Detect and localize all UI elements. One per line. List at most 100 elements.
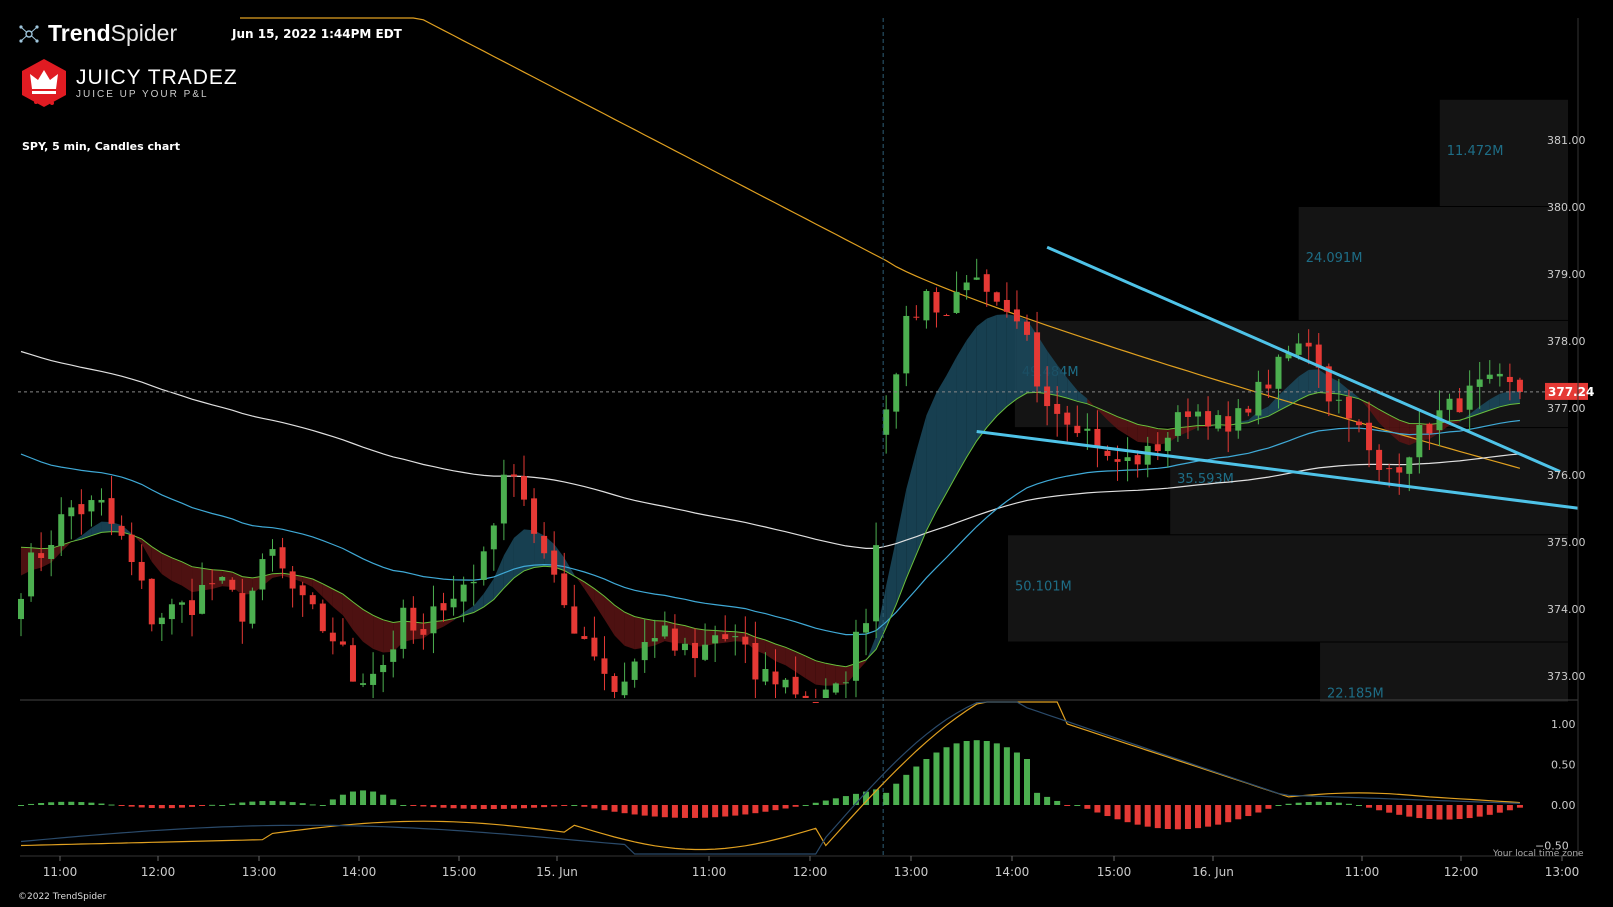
x-tick-label: 13:00 <box>1545 865 1580 879</box>
ma-cloud-segment <box>775 644 786 666</box>
oscillator-bar <box>561 805 568 806</box>
ma-cloud-segment <box>443 618 454 627</box>
oscillator-bar <box>460 805 467 809</box>
oscillator-bar <box>1335 802 1342 805</box>
ma-cloud-segment <box>986 314 997 428</box>
candle-body <box>1245 408 1252 413</box>
brand-name: TrendSpider <box>48 20 177 47</box>
oscillator-bar <box>641 805 648 816</box>
oscillator-bar <box>943 747 950 805</box>
ma-cloud-segment <box>1389 414 1400 442</box>
oscillator-bar <box>1406 805 1413 817</box>
x-tick-label: 13:00 <box>894 865 929 879</box>
candle-body <box>390 649 397 662</box>
candle-body <box>712 635 719 644</box>
oscillator-bar <box>1184 805 1191 830</box>
oscillator-bar <box>581 805 588 807</box>
candle-body <box>541 535 548 554</box>
oscillator-macd-line <box>20 701 1520 855</box>
candle-body <box>822 689 829 698</box>
oscillator-bar <box>510 805 517 809</box>
oscillator-bar <box>430 805 437 808</box>
candle-body <box>1476 379 1483 387</box>
oscillator-bar <box>822 800 829 805</box>
oscillator-bar <box>651 805 658 817</box>
ma-blue-line <box>20 419 1520 636</box>
candle-body <box>1376 449 1383 470</box>
oscillator-bar <box>48 802 55 805</box>
oscillator-signal-line <box>20 701 1520 851</box>
candle-body <box>812 701 819 703</box>
candle-body <box>621 681 628 696</box>
candle-body <box>983 274 990 292</box>
candle-body <box>168 604 175 620</box>
candle-body <box>963 282 970 291</box>
ma-cloud-segment <box>503 537 514 589</box>
ma-cloud-segment <box>272 573 283 578</box>
x-tick-label: 13:00 <box>242 865 277 879</box>
candle-body <box>339 641 346 645</box>
oscillator-bar <box>863 791 870 805</box>
candle-body <box>591 637 598 657</box>
candle-body <box>460 584 467 602</box>
candle-body <box>832 683 839 693</box>
oscillator-bar <box>58 801 65 805</box>
oscillator-bar <box>1124 805 1131 823</box>
oscillator-bar <box>1496 805 1503 813</box>
oscillator-bar <box>1154 805 1161 829</box>
candle-body <box>1134 455 1141 465</box>
candle-body <box>1496 373 1503 377</box>
candle-body <box>1265 384 1272 389</box>
oscillator-bar <box>1235 805 1242 820</box>
oscillator-bar <box>1376 805 1383 811</box>
ma-cloud-segment <box>1057 364 1068 399</box>
oscillator-bar <box>1205 805 1212 827</box>
oscillator-bar <box>1134 805 1141 825</box>
ma-cloud-segment <box>232 572 243 595</box>
candle-body <box>360 683 367 685</box>
candle-body <box>732 636 739 638</box>
candle-body <box>1144 445 1151 465</box>
ma-cloud-segment <box>1137 424 1148 443</box>
candle-body <box>1366 422 1373 451</box>
candle-body <box>651 638 658 642</box>
trendline-lower <box>976 429 1581 510</box>
candle-body <box>1305 342 1312 347</box>
ma-green-line <box>20 391 1520 668</box>
oscillator-bar <box>189 805 196 807</box>
oscillator-bar <box>1416 805 1423 819</box>
oscillator-bar <box>349 791 356 805</box>
ma-cloud-segment <box>373 615 384 653</box>
candle-body <box>199 584 206 614</box>
oscillator-bar <box>953 743 960 805</box>
symbol-caption: SPY, 5 min, Candles chart <box>22 140 180 153</box>
ma-cloud-segment <box>1097 407 1108 420</box>
candle-body <box>1054 403 1061 414</box>
oscillator-bar <box>541 805 548 808</box>
ma-cloud-segment <box>332 588 343 616</box>
candle-body <box>98 499 105 503</box>
oscillator-bar <box>158 805 165 809</box>
candle-body <box>631 661 638 680</box>
candle-body <box>1506 376 1513 383</box>
oscillator-bar <box>1064 805 1071 806</box>
ma-cloud-segment <box>71 535 82 542</box>
ma-cloud-segment <box>1479 399 1490 414</box>
oscillator-bar <box>973 740 980 805</box>
candle-body <box>269 549 276 556</box>
ma-cloud-segment <box>996 314 1007 416</box>
candle-body <box>289 571 296 589</box>
candle-body <box>1255 381 1262 416</box>
candle-body <box>68 507 75 517</box>
ma-cloud-segment <box>604 596 615 636</box>
oscillator-bar <box>1386 805 1393 813</box>
candle-body <box>531 498 538 534</box>
osc-y-tick-label: 0.00 <box>1551 799 1576 812</box>
oscillator-bar <box>18 805 24 806</box>
oscillator-bar <box>1003 747 1010 805</box>
oscillator-bar <box>802 805 809 806</box>
x-tick-label: 15:00 <box>442 865 477 879</box>
candle-body <box>500 474 507 524</box>
candle-body <box>108 498 115 524</box>
